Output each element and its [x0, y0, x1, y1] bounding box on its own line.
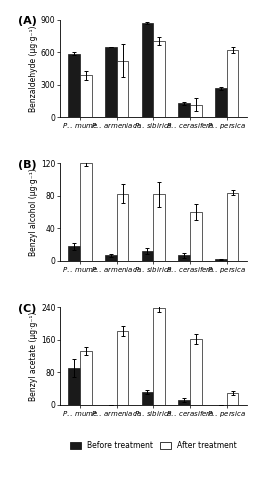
Y-axis label: Benzyl alcohol (μg·g⁻¹): Benzyl alcohol (μg·g⁻¹)	[29, 168, 38, 256]
Bar	[227, 393, 238, 405]
Bar	[117, 60, 128, 117]
Bar	[68, 368, 80, 405]
Y-axis label: Benzyl acetate (μg·g⁻¹): Benzyl acetate (μg·g⁻¹)	[29, 312, 38, 401]
Bar	[153, 308, 165, 405]
Bar	[178, 256, 190, 261]
Bar	[178, 104, 190, 117]
Bar	[215, 260, 227, 261]
Text: (C): (C)	[18, 304, 37, 314]
Bar	[190, 212, 202, 261]
Bar	[80, 352, 92, 405]
Bar	[117, 194, 128, 261]
Text: (B): (B)	[18, 160, 37, 170]
Bar	[80, 76, 92, 117]
Bar	[141, 392, 153, 405]
Bar	[117, 331, 128, 405]
Bar	[105, 256, 117, 261]
Bar	[141, 23, 153, 117]
Bar	[80, 164, 92, 261]
Bar	[105, 46, 117, 117]
Text: (A): (A)	[18, 16, 37, 26]
Bar	[153, 41, 165, 117]
Bar	[68, 54, 80, 117]
Bar	[68, 246, 80, 261]
Bar	[190, 104, 202, 117]
Bar	[153, 194, 165, 261]
Bar	[178, 400, 190, 405]
Bar	[141, 251, 153, 261]
Y-axis label: Benzaldehyde (μg·g⁻¹): Benzaldehyde (μg·g⁻¹)	[29, 25, 38, 112]
Bar	[227, 192, 238, 261]
Bar	[227, 50, 238, 117]
Legend: Before treatment, After treatment: Before treatment, After treatment	[68, 440, 238, 452]
Bar	[190, 339, 202, 405]
Bar	[215, 88, 227, 117]
